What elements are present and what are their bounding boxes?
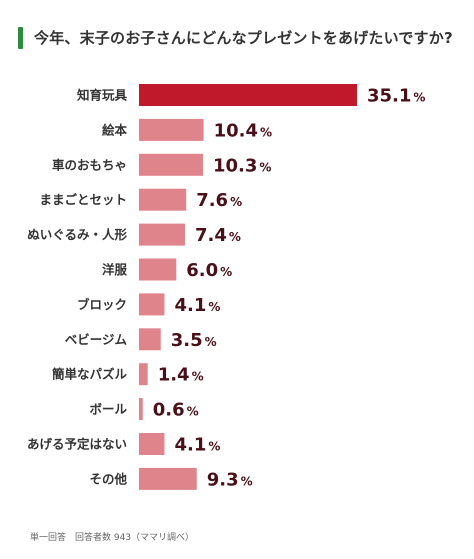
chart-title: 今年、末子のお子さんにどんなプレゼントをあげたいですか? (34, 29, 453, 47)
value-label: 6.0% (186, 260, 232, 281)
bar (139, 398, 143, 421)
bar (139, 188, 187, 211)
category-label: 洋服 (102, 262, 128, 277)
value-label: 4.1% (174, 435, 220, 456)
bar (139, 293, 165, 316)
footnote: 単一回答 回答者数 943（ママリ調べ） (30, 533, 195, 543)
value-label: 35.1% (367, 86, 425, 107)
title-accent-bar (18, 27, 23, 49)
category-label: ブロック (77, 297, 127, 312)
bar (139, 363, 148, 386)
category-label: ベビージム (65, 332, 128, 347)
category-label: 絵本 (102, 122, 128, 137)
value-label: 4.1% (174, 295, 220, 316)
bar (139, 258, 177, 281)
category-label: ボール (89, 402, 127, 417)
bar (139, 467, 197, 490)
category-label: ぬいぐるみ・人形 (27, 227, 127, 242)
bar (139, 84, 357, 106)
category-label: ままごとセット (39, 192, 127, 207)
category-label: 簡単なパズル (52, 367, 128, 382)
value-label: 0.6% (153, 400, 199, 421)
bar (139, 223, 185, 246)
category-label: その他 (89, 471, 127, 486)
value-label: 7.6% (196, 190, 242, 211)
category-label: あげる予定はない (27, 437, 127, 452)
value-label: 10.3% (213, 155, 271, 176)
value-label: 1.4% (158, 365, 204, 386)
bar (139, 433, 165, 455)
value-label: 10.4% (214, 120, 272, 141)
bar (139, 118, 204, 141)
category-label: 車のおもちゃ (52, 157, 127, 172)
value-label: 3.5% (171, 330, 217, 351)
bar (139, 328, 161, 351)
category-label: 知育玩具 (76, 88, 128, 103)
value-label: 9.3% (207, 469, 253, 490)
bar (139, 153, 203, 176)
value-label: 7.4% (195, 225, 241, 246)
